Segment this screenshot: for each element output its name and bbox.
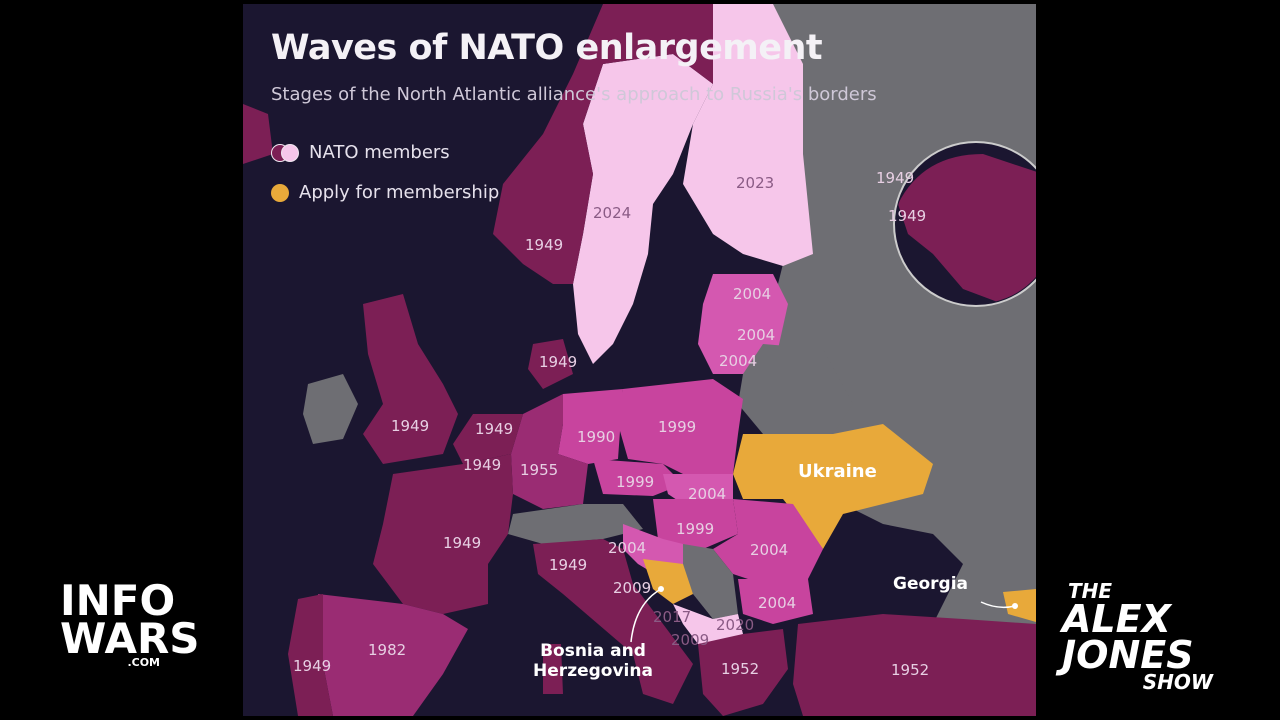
year-montenegro: 2017 [653, 608, 692, 626]
infowars-bottom: WARS [60, 613, 200, 663]
alex-jones-show-logo: THE ALEX JONES SHOW [1062, 579, 1217, 695]
hungary-shape [653, 499, 738, 549]
czech-shape [593, 459, 683, 496]
sweden-shape [573, 54, 713, 364]
year-turkey: 1952 [891, 661, 930, 679]
year-slovakia: 2004 [688, 485, 727, 503]
label-bosnia: Bosnia and Herzegovina [513, 641, 673, 681]
show-alex: ALEX [1062, 597, 1171, 641]
germany-e-shape [558, 389, 623, 464]
year-lithuania: 2004 [719, 352, 758, 370]
year-hungary: 1999 [676, 520, 715, 538]
apply-swatch-icon [271, 183, 289, 202]
year-germany-w: 1955 [520, 461, 559, 479]
year-denmark: 1949 [539, 353, 578, 371]
show-jones: JONES [1062, 633, 1194, 678]
label-georgia: Georgia [893, 574, 969, 594]
iceland-shape [243, 104, 273, 164]
france-shape [373, 454, 513, 614]
year-finland: 2023 [736, 174, 775, 192]
slovakia-shape [663, 474, 733, 504]
turkey-shape [793, 614, 1036, 716]
year-belgium: 1949 [463, 456, 502, 474]
alps-shape [508, 504, 643, 544]
label-bosnia-line1: Bosnia and [540, 641, 646, 661]
year-canada: 1949 [876, 169, 915, 187]
uk-shape [363, 294, 458, 464]
year-germany-e: 1990 [577, 428, 616, 446]
finland-shape [683, 4, 813, 266]
norway-shape [493, 4, 713, 284]
infowars-com: .COM [127, 655, 160, 669]
year-latvia: 2004 [737, 326, 776, 344]
members-swatch-icon [271, 143, 299, 162]
year-bulgaria: 2004 [758, 594, 797, 612]
year-italy: 1949 [549, 556, 588, 574]
legend-apply-label: Apply for membership [299, 182, 500, 203]
ukraine-shape [733, 424, 933, 549]
portugal-shape [288, 594, 333, 716]
greece-shape [698, 629, 788, 716]
map-title: Waves of NATO enlargement [271, 28, 823, 68]
italy-shape [533, 539, 693, 704]
bosnia-shape [643, 559, 693, 604]
denmark-shape [528, 339, 573, 389]
spain-shape [318, 594, 468, 716]
inset-north-america [898, 154, 1036, 304]
infowars-top: INFO [60, 576, 176, 625]
year-romania: 2004 [750, 541, 789, 559]
belarus-shape [738, 344, 853, 434]
show-show: SHOW [1142, 670, 1213, 695]
show-the: THE [1068, 579, 1113, 603]
bulgaria-shape [738, 579, 813, 624]
sardinia-shape [543, 644, 563, 694]
legend-members: NATO members [271, 142, 450, 163]
germany-w-shape [511, 394, 588, 509]
infowars-logo: INFO WARS .COM [60, 576, 200, 688]
year-croatia: 2009 [613, 579, 652, 597]
map-frame: Waves of NATO enlargement Stages of the … [243, 4, 1036, 716]
label-ukraine: Ukraine [798, 461, 877, 482]
romania-shape [713, 499, 823, 584]
poland-shape [618, 379, 743, 479]
serbia-shape [683, 544, 738, 619]
europe-map [243, 4, 1036, 716]
year-netherlands: 1949 [475, 420, 514, 438]
year-albania: 2009 [671, 631, 710, 649]
year-greece: 1952 [721, 660, 760, 678]
year-czechia: 1999 [616, 473, 655, 491]
year-portugal: 1949 [293, 657, 332, 675]
year-uk: 1949 [391, 417, 430, 435]
legend-members-label: NATO members [309, 142, 450, 163]
map-subtitle: Stages of the North Atlantic alliance's … [271, 84, 877, 105]
benelux-shape [453, 414, 523, 464]
year-norway: 1949 [525, 236, 564, 254]
ireland-shape [303, 374, 358, 444]
label-bosnia-line2: Herzegovina [533, 661, 653, 681]
year-north-macedonia: 2020 [716, 616, 755, 634]
year-slovenia: 2004 [608, 539, 647, 557]
year-usa: 1949 [888, 207, 927, 225]
year-france: 1949 [443, 534, 482, 552]
year-spain: 1982 [368, 641, 407, 659]
year-poland: 1999 [658, 418, 697, 436]
year-sweden: 2024 [593, 204, 632, 222]
georgia-shape [1003, 589, 1036, 622]
year-estonia: 2004 [733, 285, 772, 303]
legend-apply: Apply for membership [271, 182, 499, 203]
